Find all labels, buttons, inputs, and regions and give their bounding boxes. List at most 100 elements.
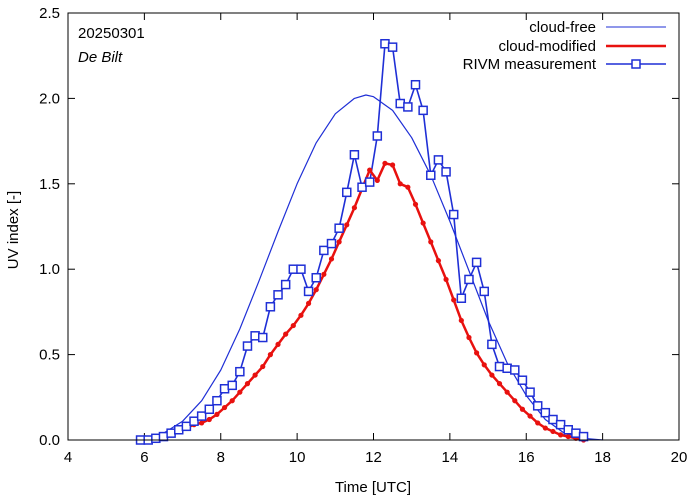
cloud-modified-point (275, 341, 281, 347)
cloud-modified-point (260, 363, 266, 370)
cloud-modified-point (382, 160, 388, 166)
measurement-point (227, 380, 237, 391)
x-tick-label: 10 (289, 449, 306, 466)
measurement-point (296, 264, 306, 274)
cloud-modified-point (466, 334, 472, 341)
measurement-point (441, 167, 451, 177)
measurement-point (334, 223, 344, 233)
cloud-modified-point (496, 381, 503, 387)
cloud-modified-point (519, 406, 526, 412)
measurement-point (349, 150, 360, 160)
measurement-point (410, 79, 421, 90)
cloud-modified-point (321, 271, 327, 277)
cloud-modified-point (244, 381, 251, 387)
x-tick-labels: 4 6 8 10 12 14 16 18 20 (64, 449, 688, 466)
cloud-modified-point (313, 287, 319, 293)
y-tick-label: 2.0 (39, 90, 60, 107)
measurement-point (525, 387, 535, 397)
measurement-point (433, 155, 444, 165)
cloud-modified-point (389, 162, 396, 168)
measurement-point (479, 286, 489, 297)
legend-marker-measurement (631, 59, 641, 69)
measurement-point (342, 187, 352, 198)
cloud-modified-point (283, 331, 289, 337)
cloud-modified-point (298, 312, 304, 318)
cloud-modified-point (474, 350, 480, 356)
measurement-point (548, 414, 558, 425)
measurement-point (517, 375, 528, 385)
x-tick-label: 6 (140, 449, 148, 466)
measurement-point (364, 177, 375, 187)
cloud-modified-point (305, 300, 312, 306)
measurement-point (418, 105, 428, 116)
measurement-point (380, 38, 390, 49)
legend-label-measurement: RIVM measurement (463, 56, 597, 73)
cloud-modified-point (558, 432, 564, 438)
measurement-point (288, 264, 299, 274)
cloud-modified-point (504, 389, 510, 395)
cloud-modified-point (412, 201, 419, 207)
measurement-point (464, 274, 474, 285)
cloud-modified-point (550, 428, 556, 435)
x-tick-label: 16 (518, 449, 535, 466)
cloud-modified-point (535, 420, 541, 426)
cloud-modified-point (397, 181, 403, 187)
cloud-modified-point (512, 398, 518, 404)
cloud-modified-point (267, 352, 273, 358)
measurement-point (326, 238, 337, 249)
measurement-point (158, 431, 169, 442)
measurement-point (250, 331, 260, 341)
measurement-point (166, 428, 176, 438)
measurement-point (532, 401, 543, 411)
cloud-modified-point (336, 239, 342, 245)
measurement-point (578, 431, 589, 442)
measurement-point (448, 209, 459, 220)
cloud-modified-point (481, 362, 487, 368)
cloud-modified-point (374, 177, 380, 183)
cloud-modified-point (428, 239, 434, 245)
x-tick-label: 4 (64, 449, 72, 466)
cloud-modified-point (229, 398, 235, 404)
measurement-point (258, 332, 268, 343)
cloud-modified-point (367, 167, 373, 173)
legend-label-cloud-modified: cloud-modified (498, 38, 596, 55)
plot-frame (67, 12, 680, 441)
annotation-date: 20250301 (78, 25, 145, 42)
measurement-point (403, 102, 413, 112)
cloud-modified-point (328, 256, 335, 262)
measurement-point (502, 363, 512, 374)
measurement-point (311, 272, 321, 283)
measurement-point (357, 182, 367, 192)
x-tick-label: 14 (442, 449, 459, 466)
legend: cloud-free cloud-modified RIVM measureme… (463, 19, 666, 73)
measurement-point (571, 428, 581, 438)
measurement-point (555, 419, 566, 430)
series-cloud-modified-line (140, 162, 584, 442)
cloud-modified-point (435, 258, 442, 264)
cloud-modified-point (214, 411, 220, 417)
measurement-point (219, 384, 230, 394)
cloud-modified-point (252, 372, 258, 378)
cloud-modified-point (237, 389, 243, 395)
cloud-modified-point (489, 372, 495, 378)
cloud-modified-point (221, 404, 228, 411)
x-tick-label: 8 (217, 449, 225, 466)
y-axis-label: UV index [-] (5, 191, 22, 269)
cloud-modified-point (344, 222, 350, 228)
measurement-point (387, 42, 398, 52)
y-tick-label: 1.5 (39, 176, 60, 193)
measurement-point (426, 170, 436, 181)
measurement-point (212, 395, 222, 406)
measurement-point (372, 131, 383, 141)
measurement-point (173, 425, 184, 435)
x-tick-label: 12 (365, 449, 382, 466)
measurement-point (510, 365, 520, 375)
legend-label-cloud-free: cloud-free (529, 19, 596, 36)
x-tick-label: 20 (671, 449, 688, 466)
cloud-modified-point (199, 420, 205, 426)
cloud-modified-point (290, 322, 296, 329)
measurement-point (280, 279, 291, 290)
measurement-point (196, 411, 207, 421)
cloud-modified-point (405, 184, 411, 190)
